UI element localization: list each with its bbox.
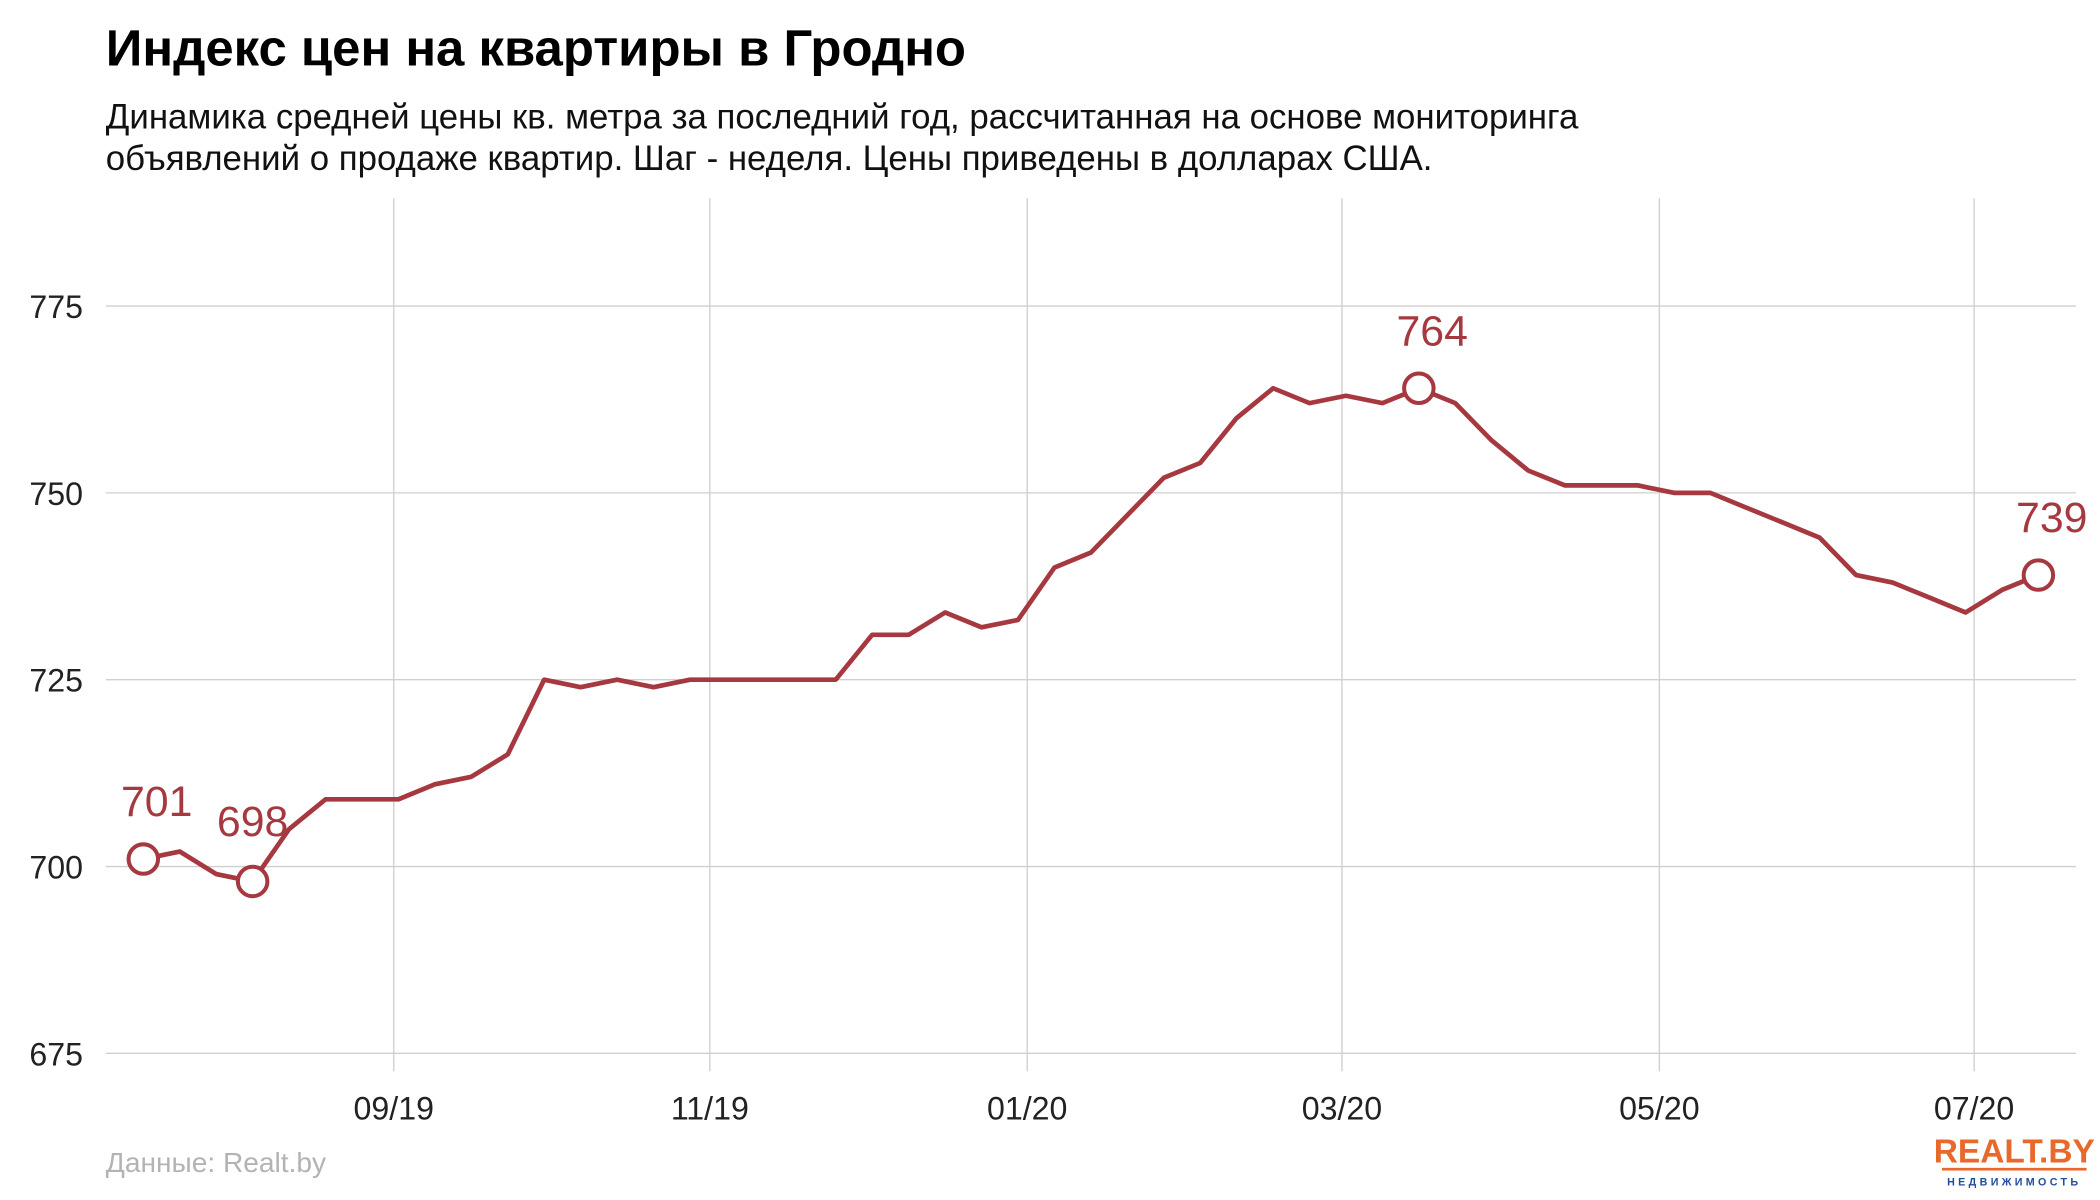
chart-subtitle-line-2: объявлений о продаже квартир. Шаг - неде… xyxy=(106,139,1433,178)
annotation-marker xyxy=(2021,558,2056,592)
series-line xyxy=(142,385,2040,884)
y-tick-label: 725 xyxy=(29,663,83,699)
annotation-label: 739 xyxy=(2016,494,2087,542)
annotation-label: 764 xyxy=(1396,307,1467,355)
annotations: 701 698 764 739 xyxy=(121,307,2088,899)
annotation-label: 698 xyxy=(217,798,288,846)
x-tick-label: 11/19 xyxy=(671,1091,749,1127)
chart-title: Индекс цен на квартиры в Гродно xyxy=(106,20,966,77)
grid xyxy=(105,198,2076,1072)
logo-text: REALT.BY xyxy=(1934,1134,2095,1171)
annotation-label: 701 xyxy=(121,778,192,826)
realt-logo[interactable]: REALT.BY НЕДВИЖИМОСТЬ xyxy=(1934,1134,2095,1189)
annotation-marker xyxy=(126,842,161,876)
x-tick-label: 09/19 xyxy=(354,1091,434,1127)
logo-tagline: НЕДВИЖИМОСТЬ xyxy=(1947,1176,2081,1188)
y-tick-label: 775 xyxy=(29,289,83,325)
x-tick-label: 05/20 xyxy=(1619,1091,1699,1127)
y-tick-label: 700 xyxy=(29,850,83,886)
x-tick-label: 01/20 xyxy=(987,1091,1067,1127)
y-tick-label: 675 xyxy=(29,1036,83,1072)
x-axis: 09/19 11/19 01/20 03/20 05/20 07/20 xyxy=(354,1091,2015,1127)
x-tick-label: 07/20 xyxy=(1934,1091,2014,1127)
x-tick-label: 03/20 xyxy=(1302,1091,1382,1127)
y-axis: 675 700 725 750 775 xyxy=(29,289,83,1072)
y-tick-label: 750 xyxy=(29,476,83,512)
chart-subtitle-line-1: Динамика средней цены кв. метра за после… xyxy=(106,98,1579,137)
annotation-marker xyxy=(235,864,270,899)
logo-underline xyxy=(1941,1167,2087,1171)
data-source: Данные: Realt.by xyxy=(106,1147,326,1178)
annotation-marker xyxy=(1402,371,1436,405)
